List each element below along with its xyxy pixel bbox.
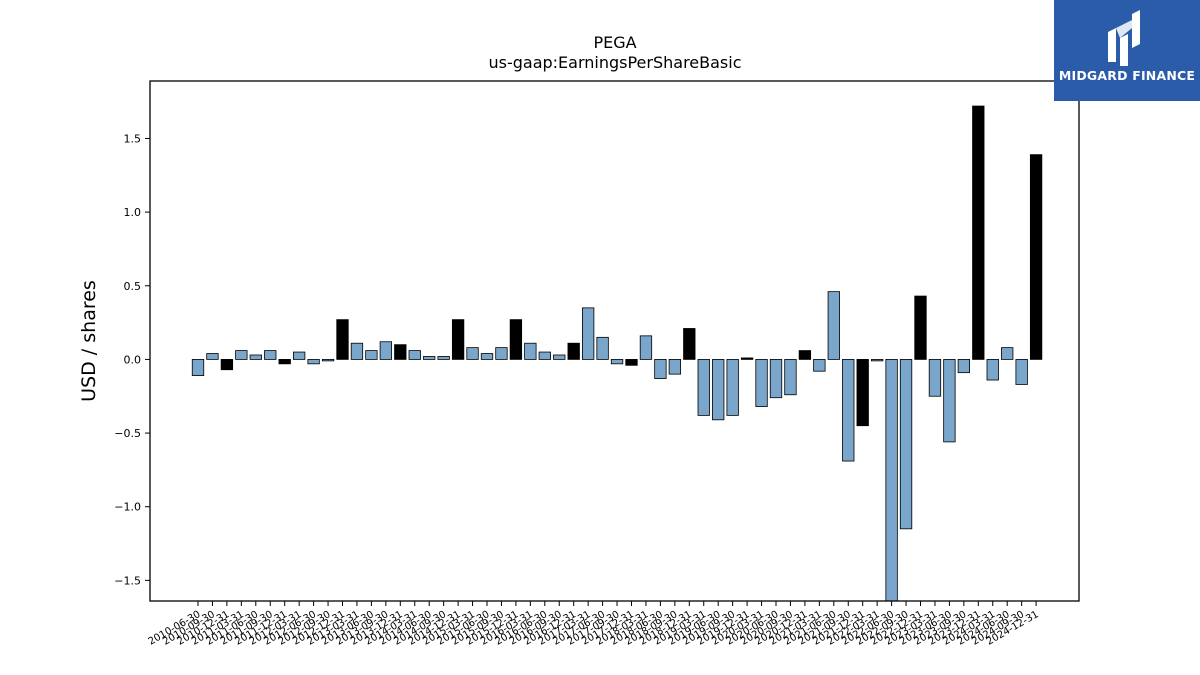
bar-2018-09-30 [668,359,681,375]
y-axis-ticks: −1.5 −1.0 −0.5 0.0 0.5 1.0 1.5 [114,132,150,587]
bar-2011-06-30 [249,354,262,360]
bar-2017-09-30 [610,359,624,365]
bar-2010-12-31 [220,359,234,371]
bar-2020-03-31 [755,359,768,407]
x-axis-ticks: 2010-06-302010-09-302010-12-312011-03-31… [147,601,1041,648]
midgard-logo-icon [1108,10,1140,66]
bar-2019-06-30 [712,359,725,421]
bar-2010-09-30 [206,353,219,360]
bar-2019-03-31 [697,359,710,416]
bar-2016-03-31 [524,342,537,360]
bar-2016-06-30 [538,351,551,360]
brand-name: MIDGARD FINANCE [1058,68,1196,83]
bar-2021-12-31 [856,359,869,427]
y-tick-label: 0.5 [124,280,142,293]
bar-2022-06-30 [885,359,898,602]
bar-2021-03-31 [813,359,826,372]
bar-2015-12-31 [509,319,523,360]
bar-2013-06-30 [365,350,378,360]
y-tick-label: −0.5 [114,427,141,440]
bar-2024-09-30 [1015,359,1028,385]
bar-2017-12-31 [625,359,638,366]
bar-2020-06-30 [769,359,783,399]
bar-2017-03-31 [582,307,595,360]
bar-2011-03-31 [235,350,248,360]
bar-2023-09-30 [957,359,970,374]
bar-2015-06-30 [480,353,494,360]
bar-2018-12-31 [683,328,696,360]
bar-2024-06-30 [1001,347,1014,360]
bar-2024-03-31 [986,359,999,381]
bar-2012-12-31 [336,319,349,360]
bar-2019-09-30 [726,359,739,416]
bar-2013-03-31 [350,342,364,360]
y-tick-label: 1.0 [124,206,142,219]
y-axis-label: USD / shares [78,280,100,402]
chart-subtitle: us-gaap:EarningsPerShareBasic [488,53,741,72]
bar-2011-12-31 [278,359,291,365]
bar-2012-06-30 [307,359,320,365]
bar-2024-12-31 [1029,154,1043,360]
bar-2022-03-31 [871,359,884,362]
y-tick-label: 1.5 [124,132,142,145]
bar-2018-06-30 [654,359,667,379]
bar-2014-06-30 [423,356,436,360]
bar-2011-09-30 [264,350,277,360]
brand-logo: MIDGARD FINANCE [1054,0,1200,101]
bar-2021-06-30 [827,291,840,360]
bar-2016-12-31 [567,342,580,360]
plot-frame [149,80,1080,602]
bar-2012-09-30 [321,359,335,362]
bar-2014-09-30 [437,356,450,360]
bar-2017-06-30 [596,336,609,360]
y-tick-label: 0.0 [124,353,142,366]
bar-2015-09-30 [495,347,508,360]
bar-2018-03-31 [639,335,653,360]
chart-title: PEGA [593,33,636,52]
bar-2023-12-31 [972,105,985,360]
bar-2014-03-31 [408,350,421,360]
bars [191,105,1043,602]
bar-2014-12-31 [451,319,465,360]
bar-2010-06-30 [191,359,205,377]
bar-2020-09-30 [784,359,797,396]
bar-2021-09-30 [842,359,855,462]
bar-2023-06-30 [943,359,956,443]
bar-2019-12-31 [740,357,754,360]
bar-2023-03-31 [928,359,942,397]
bar-2016-09-30 [553,354,566,360]
y-tick-label: −1.5 [114,574,141,587]
bar-2013-09-30 [379,341,393,360]
bar-2022-12-31 [914,295,927,360]
bar-2013-12-31 [394,344,407,360]
bar-2012-03-31 [292,351,306,360]
bar-2015-03-31 [466,347,479,360]
y-tick-label: −1.0 [114,501,141,514]
bar-2020-12-31 [798,350,812,360]
bar-2022-09-30 [899,359,913,530]
